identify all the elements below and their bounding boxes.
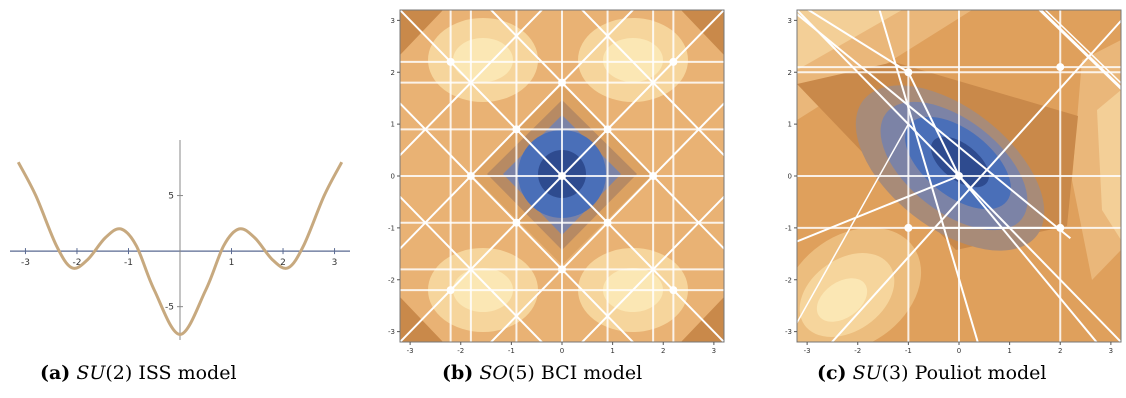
caption-a-group: SU (76, 362, 106, 384)
critical-line (797, 12, 1072, 240)
caption-c-group: SU (852, 362, 882, 384)
critical-point (669, 57, 678, 66)
plot-a: -3 -2 -1 1 2 3 5 -5 (10, 140, 350, 340)
critical-point (1056, 223, 1065, 232)
caption-a-arg: (2) (105, 362, 133, 384)
plot-b-critical-points (446, 57, 678, 295)
critical-point (558, 172, 566, 180)
critical-line (907, 71, 960, 177)
x-tick-label: -2 (854, 347, 861, 355)
critical-point (649, 172, 658, 180)
x-tick-label: 1 (610, 347, 614, 355)
plot-c-critical-lines (797, 10, 1121, 342)
plot-a-curve (16, 161, 344, 336)
y-tick-label: 0 (788, 173, 792, 181)
plot-a-axes (10, 140, 350, 340)
y-tick-label: -5 (165, 303, 174, 313)
x-tick-label: 2 (280, 258, 286, 268)
critical-line (1038, 10, 1121, 91)
critical-point (446, 57, 455, 66)
plot-b: -3 -2 -1 0 1 2 3 3 2 1 0 -1 -2 -3 (388, 9, 725, 355)
x-tick-label: 0 (560, 347, 564, 355)
critical-point (512, 125, 521, 134)
x-tick-label: -2 (457, 347, 464, 355)
caption-a-label: (a) (40, 362, 71, 384)
x-tick-label: -3 (21, 258, 30, 268)
critical-line (958, 175, 1098, 342)
caption-b: (b) SO(5) BCI model (442, 362, 642, 384)
plot-c-critical-points (904, 63, 1065, 232)
caption-c-text: Pouliot model (908, 362, 1047, 384)
critical-line (797, 123, 910, 325)
x-tick-label: -3 (804, 347, 811, 355)
caption-b-label: (b) (442, 362, 474, 384)
y-tick-label: -1 (785, 224, 792, 232)
caption-a-text: ISS model (132, 362, 237, 384)
y-tick-label: -2 (388, 276, 395, 284)
critical-point (1056, 63, 1065, 72)
critical-point (558, 265, 566, 274)
critical-line (400, 195, 544, 342)
x-tick-label: -1 (124, 258, 133, 268)
critical-point (446, 286, 455, 295)
critical-point (904, 68, 913, 77)
caption-a: (a) SU(2) ISS model (40, 362, 237, 384)
y-tick-label: -3 (388, 328, 395, 336)
x-tick-label: 2 (661, 347, 665, 355)
y-tick-label: 5 (168, 192, 174, 202)
x-tick-label: 3 (712, 347, 716, 355)
x-tick-label: 0 (957, 347, 961, 355)
x-tick-label: -1 (905, 347, 912, 355)
critical-point (466, 172, 475, 180)
caption-b-group: SO (479, 362, 508, 384)
critical-line (806, 10, 909, 74)
x-tick-label: -3 (407, 347, 414, 355)
x-tick-label: -2 (72, 258, 81, 268)
caption-b-text: BCI model (534, 362, 643, 384)
plot-b-ticks: -3 -2 -1 0 1 2 3 3 2 1 0 -1 -2 -3 (388, 17, 716, 355)
y-tick-label: 0 (391, 173, 395, 181)
critical-line (830, 19, 1121, 342)
x-tick-label: -1 (508, 347, 515, 355)
critical-point (558, 78, 566, 87)
y-tick-label: 1 (391, 121, 395, 129)
y-tick-label: 2 (391, 69, 395, 77)
critical-point (955, 172, 963, 180)
y-tick-label: 3 (788, 17, 792, 25)
caption-b-arg: (5) (507, 362, 535, 384)
x-tick-label: 3 (1109, 347, 1113, 355)
critical-point (603, 125, 612, 134)
x-tick-label: 1 (229, 258, 235, 268)
caption-c: (c) SU(3) Pouliot model (817, 362, 1047, 384)
plot-c-ticks: -3 -2 -1 0 1 2 3 3 2 1 0 -1 -2 -3 (785, 17, 1113, 355)
plot-a-ticks: -3 -2 -1 1 2 3 5 -5 (21, 192, 337, 313)
critical-line (797, 175, 960, 243)
critical-point (603, 218, 612, 227)
critical-line (580, 195, 724, 342)
critical-point (512, 218, 521, 227)
caption-c-label: (c) (817, 362, 847, 384)
critical-line (400, 10, 544, 157)
critical-line (878, 10, 979, 342)
y-tick-label: -3 (785, 328, 792, 336)
y-tick-label: 1 (788, 121, 792, 129)
plot-c: -3 -2 -1 0 1 2 3 3 2 1 0 -1 -2 -3 (785, 9, 1122, 355)
plot-c-contours (797, 10, 1121, 342)
y-tick-label: 2 (788, 69, 792, 77)
critical-point (904, 223, 913, 232)
x-tick-label: 3 (332, 258, 338, 268)
y-tick-label: 3 (391, 17, 395, 25)
x-tick-label: 1 (1007, 347, 1011, 355)
y-tick-label: -2 (785, 276, 792, 284)
x-tick-label: 2 (1058, 347, 1062, 355)
caption-c-arg: (3) (881, 362, 909, 384)
critical-line (1044, 10, 1121, 84)
y-tick-label: -1 (388, 224, 395, 232)
critical-point (669, 286, 678, 295)
critical-line (580, 10, 724, 157)
